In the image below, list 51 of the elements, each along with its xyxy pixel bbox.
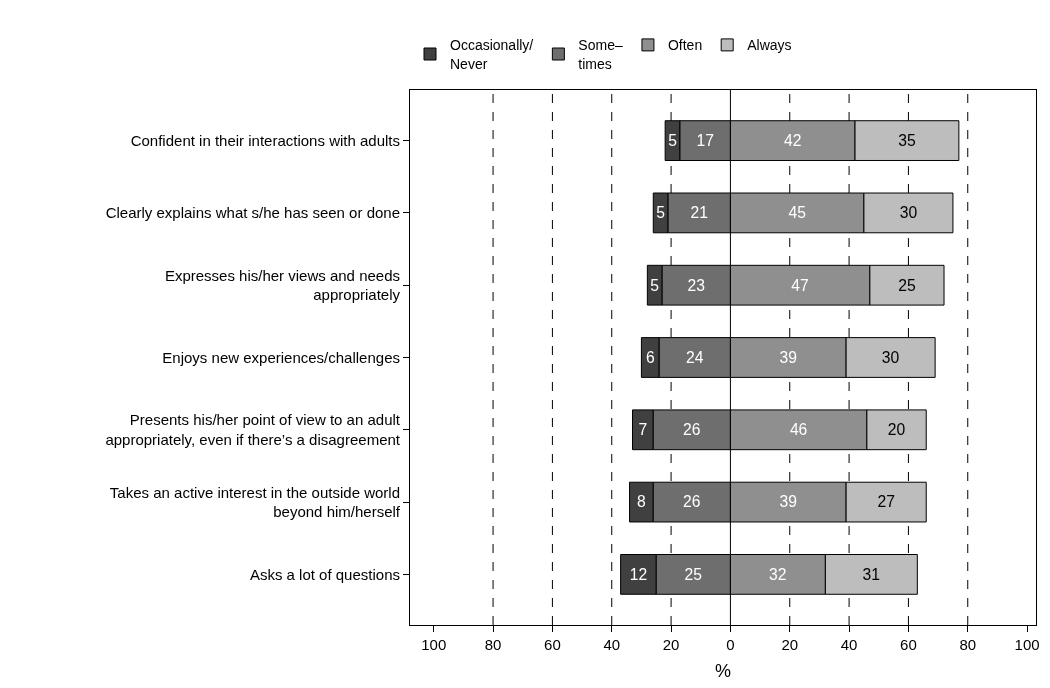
- data-label: 30: [899, 204, 918, 222]
- data-label: 31: [862, 565, 881, 583]
- data-label: 8: [637, 493, 646, 511]
- data-label: 17: [696, 132, 714, 150]
- data-label: 6: [645, 348, 655, 366]
- x-tick-label: 60: [900, 636, 917, 653]
- data-label: 25: [684, 565, 703, 583]
- data-label: 7: [638, 421, 648, 439]
- data-label: 27: [877, 493, 895, 511]
- data-label: 30: [881, 348, 900, 366]
- data-label: 5: [656, 204, 666, 222]
- x-axis-title: %: [714, 661, 732, 682]
- x-tick-label: 20: [662, 636, 680, 653]
- data-label: 46: [789, 421, 808, 439]
- x-tick-label: 20: [781, 636, 799, 653]
- x-tick-label: 80: [484, 636, 502, 653]
- data-label: 12: [629, 565, 648, 583]
- data-label: 26: [683, 421, 701, 439]
- y-tick-label: Takes an active interest in the outside world beyond him/herself: [109, 483, 401, 521]
- y-tick-label: Expresses his/her views and needs appropriately: [164, 266, 401, 304]
- data-label: 21: [690, 204, 708, 222]
- x-tick-label: 60: [544, 636, 561, 653]
- x-tick-label: 80: [959, 636, 977, 653]
- data-label: 26: [683, 493, 701, 511]
- y-tick-label: Asks a lot of questions: [249, 565, 400, 583]
- data-label: 39: [779, 493, 797, 511]
- x-tick-label: 40: [840, 636, 858, 653]
- y-tick-label: Confident in their interactions with adults: [130, 131, 400, 149]
- data-label: 25: [898, 276, 916, 294]
- data-label: 35: [898, 132, 916, 150]
- data-label: 42: [783, 132, 802, 150]
- y-tick-label: Presents his/her point of view to an adult appropriately, even if there’s a disagreement: [105, 411, 401, 448]
- legend-label: Some– times: [578, 37, 623, 72]
- data-label: 47: [791, 276, 809, 294]
- data-label: 20: [887, 421, 906, 439]
- data-label: 23: [687, 276, 706, 294]
- data-label: 5: [668, 132, 678, 150]
- data-label: 24: [686, 348, 704, 366]
- data-label: 39: [779, 348, 797, 366]
- legend-label: Often: [667, 37, 703, 54]
- x-tick-label: 100: [421, 636, 447, 653]
- data-label: 5: [650, 276, 660, 294]
- data-label: 45: [788, 204, 807, 222]
- data-label: 32: [769, 565, 787, 583]
- legend-label: Always: [747, 37, 792, 54]
- x-tick-label: 0: [726, 636, 735, 653]
- y-tick-label: Clearly explains what s/he has seen or done: [105, 204, 400, 222]
- y-tick-label: Enjoys new experiences/challenges: [162, 348, 400, 366]
- legend-label: Occasionally/ Never: [450, 37, 534, 72]
- x-tick-label: 100: [1014, 636, 1040, 653]
- x-tick-label: 40: [603, 636, 621, 653]
